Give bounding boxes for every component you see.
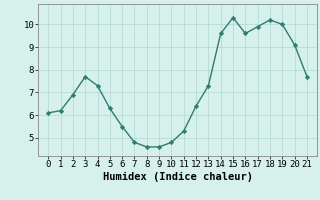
X-axis label: Humidex (Indice chaleur): Humidex (Indice chaleur) <box>103 172 252 182</box>
